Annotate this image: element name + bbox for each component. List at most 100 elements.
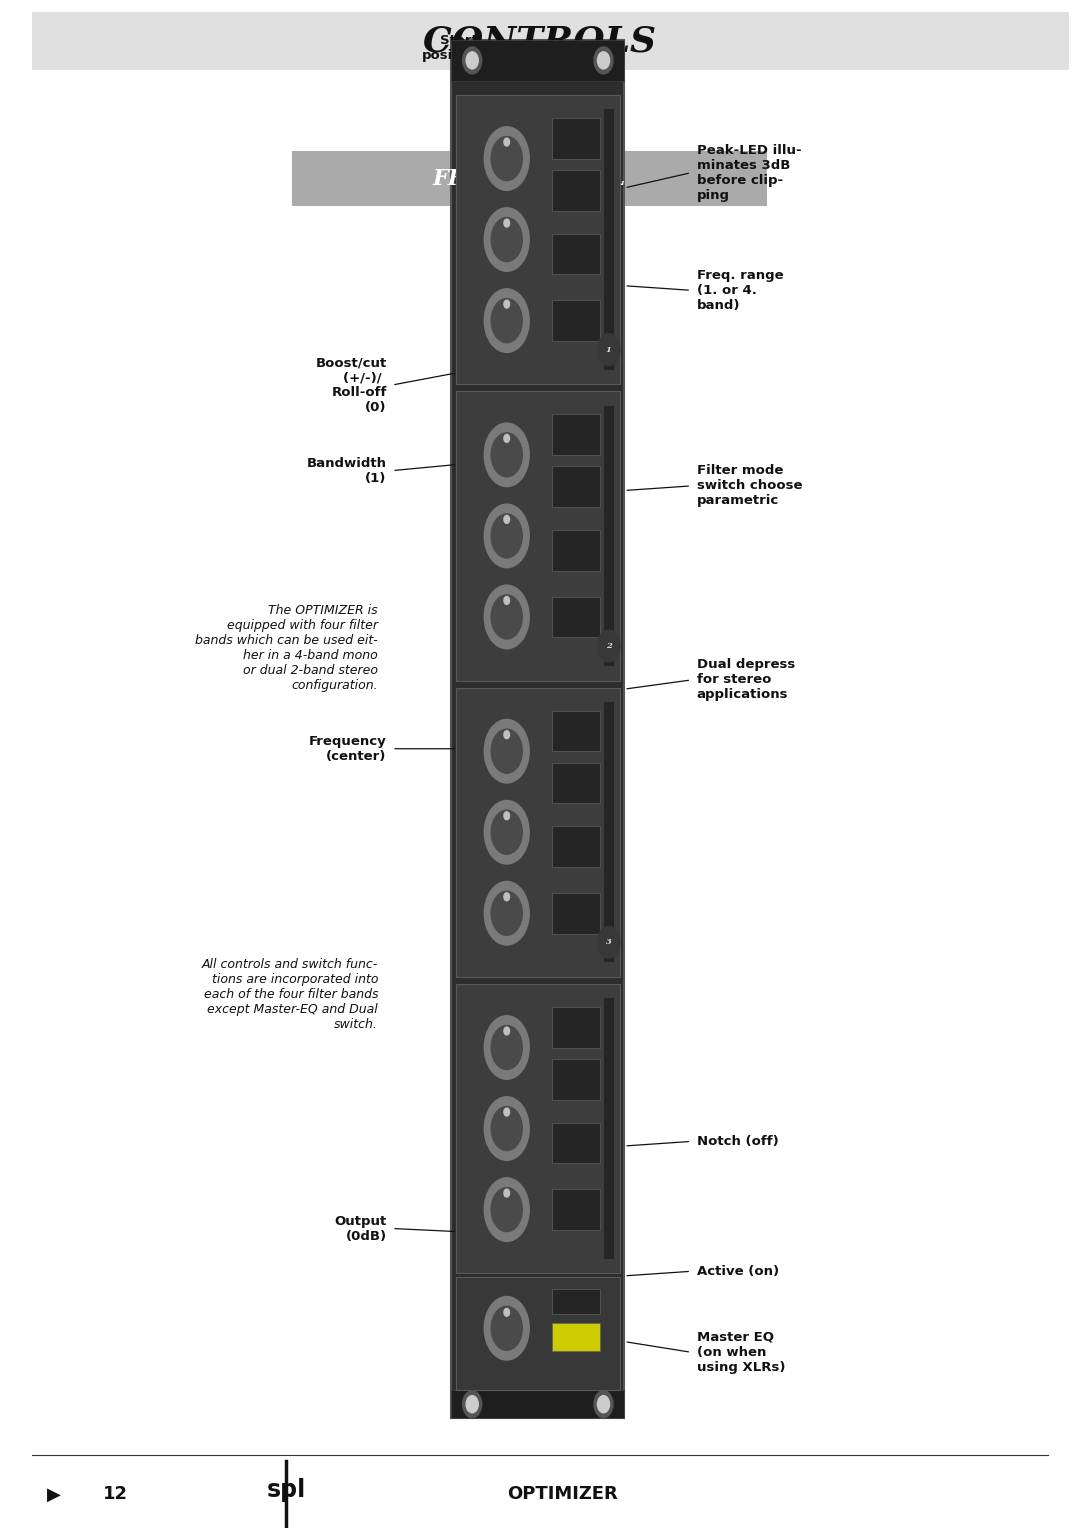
Circle shape bbox=[484, 801, 529, 863]
Circle shape bbox=[491, 1187, 523, 1232]
Circle shape bbox=[484, 1296, 529, 1360]
Circle shape bbox=[491, 1025, 523, 1070]
Text: The OPTIMIZER is
equipped with four filter
bands which can be used eit-
her in a: The OPTIMIZER is equipped with four filt… bbox=[195, 604, 378, 692]
FancyBboxPatch shape bbox=[456, 391, 620, 680]
Circle shape bbox=[491, 298, 523, 342]
Text: Output
(0dB): Output (0dB) bbox=[335, 1215, 387, 1242]
FancyBboxPatch shape bbox=[604, 405, 613, 666]
FancyBboxPatch shape bbox=[552, 711, 600, 752]
FancyBboxPatch shape bbox=[456, 688, 620, 976]
Text: 3: 3 bbox=[606, 938, 611, 946]
Circle shape bbox=[504, 596, 510, 605]
Text: C​ONTROLS: C​ONTROLS bbox=[423, 24, 657, 58]
FancyBboxPatch shape bbox=[552, 466, 600, 507]
Circle shape bbox=[484, 720, 529, 782]
Circle shape bbox=[504, 219, 510, 228]
FancyBboxPatch shape bbox=[552, 1007, 600, 1048]
Circle shape bbox=[594, 47, 613, 73]
Circle shape bbox=[484, 208, 529, 272]
FancyBboxPatch shape bbox=[552, 301, 600, 341]
Circle shape bbox=[504, 1027, 510, 1034]
FancyBboxPatch shape bbox=[32, 12, 1069, 70]
Circle shape bbox=[491, 1306, 523, 1351]
Circle shape bbox=[467, 52, 478, 69]
FancyBboxPatch shape bbox=[552, 414, 600, 455]
FancyBboxPatch shape bbox=[552, 827, 600, 866]
Text: Freq. range
(1. or 4.
band): Freq. range (1. or 4. band) bbox=[697, 269, 783, 312]
Circle shape bbox=[462, 47, 482, 73]
FancyBboxPatch shape bbox=[552, 234, 600, 275]
Circle shape bbox=[491, 432, 523, 477]
FancyBboxPatch shape bbox=[451, 40, 624, 1418]
Text: F​RONT  P​ANEL: F​RONT P​ANEL bbox=[433, 168, 625, 189]
FancyBboxPatch shape bbox=[552, 1288, 600, 1314]
Circle shape bbox=[484, 585, 529, 649]
Text: 2: 2 bbox=[606, 642, 611, 649]
Circle shape bbox=[504, 515, 510, 524]
Circle shape bbox=[484, 504, 529, 568]
Circle shape bbox=[504, 811, 510, 819]
Text: Master EQ
(on when
using XLRs): Master EQ (on when using XLRs) bbox=[697, 1331, 785, 1374]
Text: All controls and switch func-
tions are incorporated into
each of the four filte: All controls and switch func- tions are … bbox=[202, 958, 378, 1031]
Text: spl: spl bbox=[267, 1478, 306, 1502]
FancyBboxPatch shape bbox=[552, 170, 600, 211]
FancyBboxPatch shape bbox=[456, 95, 620, 384]
Circle shape bbox=[484, 1178, 529, 1241]
Text: Boost/cut
(+/-)/ 
Roll-off
(0): Boost/cut (+/-)/ Roll-off (0) bbox=[315, 356, 387, 414]
FancyBboxPatch shape bbox=[451, 40, 624, 81]
Circle shape bbox=[597, 926, 620, 958]
Circle shape bbox=[467, 1395, 478, 1413]
FancyBboxPatch shape bbox=[456, 984, 620, 1273]
Circle shape bbox=[504, 892, 510, 900]
FancyBboxPatch shape bbox=[552, 118, 600, 159]
FancyBboxPatch shape bbox=[604, 110, 613, 370]
Text: 12: 12 bbox=[103, 1485, 127, 1504]
Circle shape bbox=[504, 1189, 510, 1196]
Text: ▶: ▶ bbox=[48, 1485, 60, 1504]
FancyBboxPatch shape bbox=[552, 1059, 600, 1100]
Circle shape bbox=[504, 299, 510, 309]
Circle shape bbox=[491, 1106, 523, 1151]
Circle shape bbox=[484, 1097, 529, 1160]
FancyBboxPatch shape bbox=[552, 1123, 600, 1163]
Circle shape bbox=[484, 127, 529, 191]
Circle shape bbox=[491, 594, 523, 639]
Circle shape bbox=[484, 289, 529, 353]
FancyBboxPatch shape bbox=[456, 1277, 620, 1390]
Circle shape bbox=[491, 136, 523, 180]
Circle shape bbox=[594, 1390, 613, 1418]
FancyBboxPatch shape bbox=[292, 151, 767, 206]
Circle shape bbox=[597, 333, 620, 365]
Text: OPTIMIZER: OPTIMIZER bbox=[508, 1485, 619, 1504]
Circle shape bbox=[597, 1395, 609, 1413]
Circle shape bbox=[504, 1308, 510, 1316]
Circle shape bbox=[491, 810, 523, 854]
Circle shape bbox=[504, 434, 510, 442]
Circle shape bbox=[491, 217, 523, 261]
Circle shape bbox=[484, 882, 529, 944]
FancyBboxPatch shape bbox=[604, 701, 613, 963]
FancyBboxPatch shape bbox=[552, 530, 600, 570]
Circle shape bbox=[504, 138, 510, 147]
FancyBboxPatch shape bbox=[552, 1189, 600, 1230]
FancyBboxPatch shape bbox=[604, 998, 613, 1259]
Text: Active (on): Active (on) bbox=[697, 1265, 779, 1277]
Circle shape bbox=[597, 630, 620, 662]
Text: Start
positions:: Start positions: bbox=[422, 34, 496, 61]
Text: Filter mode
switch choose
parametric: Filter mode switch choose parametric bbox=[697, 465, 802, 507]
FancyBboxPatch shape bbox=[552, 596, 600, 637]
Circle shape bbox=[491, 513, 523, 558]
Text: Peak-LED illu-
minates 3dB
before clip-
ping: Peak-LED illu- minates 3dB before clip- … bbox=[697, 144, 801, 202]
Text: Dual depress
for stereo
applications: Dual depress for stereo applications bbox=[697, 659, 795, 701]
Circle shape bbox=[504, 730, 510, 738]
Text: Notch (off): Notch (off) bbox=[697, 1135, 779, 1148]
Text: Frequency
(center): Frequency (center) bbox=[309, 735, 387, 762]
Circle shape bbox=[484, 1016, 529, 1079]
FancyBboxPatch shape bbox=[451, 1390, 624, 1418]
FancyBboxPatch shape bbox=[552, 762, 600, 804]
Circle shape bbox=[597, 52, 609, 69]
Circle shape bbox=[491, 729, 523, 773]
Text: Bandwidth
(1): Bandwidth (1) bbox=[307, 457, 387, 484]
Circle shape bbox=[504, 1108, 510, 1115]
FancyBboxPatch shape bbox=[552, 1323, 600, 1351]
